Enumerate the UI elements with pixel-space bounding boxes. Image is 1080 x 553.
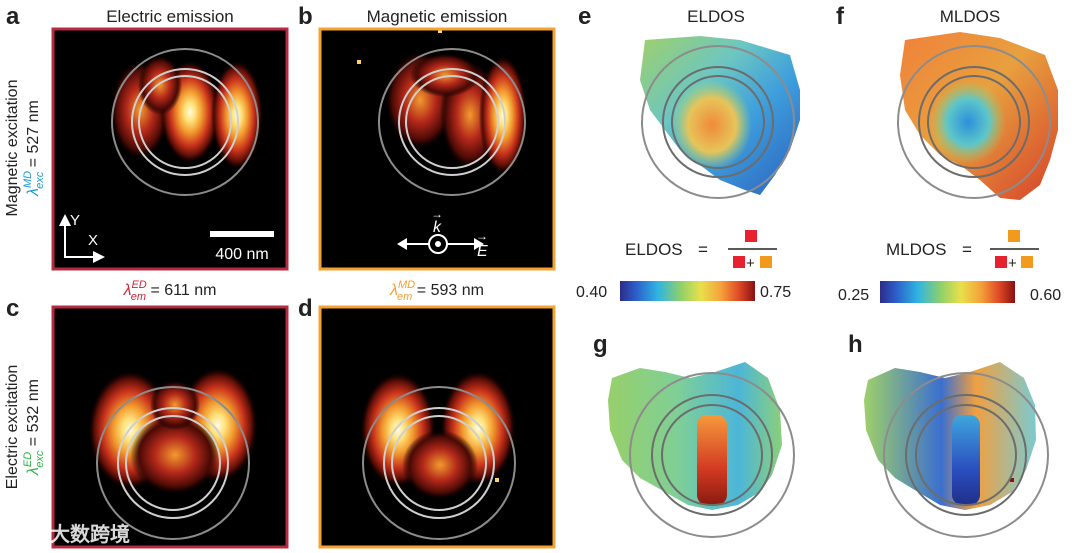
svg-text:λMDexc = 527 nm: λMDexc = 527 nm bbox=[22, 100, 46, 197]
scale-bar bbox=[210, 231, 274, 237]
watermark-text: 大数跨境 bbox=[50, 522, 130, 546]
header-mldos: MLDOS bbox=[940, 7, 1000, 26]
panel-label-a: a bbox=[6, 3, 20, 30]
row-label-magnetic-excitation: Magnetic excitation bbox=[4, 80, 21, 217]
watermark: 大数跨境 bbox=[9, 522, 130, 546]
row-wavelength-magnetic-excitation: λMDexc = 527 nm bbox=[22, 100, 46, 197]
vector-e-arrow: → bbox=[476, 229, 488, 243]
svg-text:Electric excitation: Electric excitation bbox=[4, 365, 21, 490]
frame-ed bbox=[51, 27, 289, 271]
panel-label-d: d bbox=[298, 295, 313, 322]
lambda-ed-exc: λ bbox=[25, 467, 42, 476]
row-label-electric-excitation: Electric excitation bbox=[4, 365, 21, 490]
emission-ed-label: λED em = 611 nm bbox=[123, 279, 217, 303]
emission-md-label: λMD em = 593 nm bbox=[389, 279, 484, 303]
value-532: = 532 nm bbox=[25, 379, 42, 451]
value-527: = 527 nm bbox=[25, 100, 42, 172]
vector-e-label: E bbox=[477, 243, 488, 260]
formula-eldos-plus: + bbox=[746, 255, 755, 272]
svg-text:Magnetic excitation: Magnetic excitation bbox=[4, 80, 21, 217]
formula-eldos-name: ELDOS bbox=[625, 240, 683, 259]
sup-ed: ED bbox=[22, 452, 34, 467]
vector-k-arrow: → bbox=[431, 207, 443, 221]
axis-x-label: X bbox=[88, 232, 98, 249]
scale-bar-label: 400 nm bbox=[215, 246, 268, 263]
lambda-md-exc: λ bbox=[25, 188, 42, 197]
colorbar-eldos-min: 0.40 bbox=[576, 284, 607, 301]
header-eldos: ELDOS bbox=[687, 7, 745, 26]
formula-mldos: MLDOS = + bbox=[886, 230, 1039, 272]
panel-b-image: k → E → bbox=[318, 27, 556, 271]
formula-mldos-plus: + bbox=[1008, 255, 1017, 272]
panel-a-image: Y X 400 nm bbox=[51, 27, 289, 271]
panel-f-map bbox=[897, 32, 1058, 200]
panel-label-g: g bbox=[593, 331, 608, 358]
panel-label-f: f bbox=[836, 3, 845, 30]
colorbar-eldos: 0.40 0.75 bbox=[576, 281, 791, 301]
formula-eldos-eq: = bbox=[698, 240, 708, 259]
colorbar-eldos-max: 0.75 bbox=[760, 284, 791, 301]
colorbar-mldos-max: 0.60 bbox=[1030, 287, 1061, 304]
formula-mldos-name: MLDOS bbox=[886, 240, 946, 259]
panel-d-image bbox=[318, 305, 556, 549]
sub-exc: exc bbox=[34, 450, 46, 468]
panel-label-h: h bbox=[848, 331, 863, 358]
sub-exc: exc bbox=[34, 171, 46, 189]
formula-eldos: ELDOS = + bbox=[625, 230, 777, 272]
formula-mldos-eq: = bbox=[962, 240, 972, 259]
row-wavelength-electric-excitation: λEDexc = 532 nm bbox=[22, 379, 46, 476]
panel-e-map bbox=[640, 36, 800, 199]
header-magnetic-emission: Magnetic emission bbox=[367, 7, 508, 26]
frame-md bbox=[318, 27, 556, 271]
svg-text:λEDexc = 532 nm: λEDexc = 532 nm bbox=[22, 379, 46, 476]
panel-h-map bbox=[864, 362, 1049, 538]
panel-g-map bbox=[608, 362, 795, 538]
colorbar-mldos: 0.25 0.60 bbox=[838, 281, 1061, 304]
axis-y-label: Y bbox=[70, 212, 80, 229]
header-electric-emission: Electric emission bbox=[106, 7, 234, 26]
panel-c-image bbox=[51, 305, 289, 549]
panel-label-c: c bbox=[6, 295, 19, 322]
sup-md: MD bbox=[22, 171, 34, 188]
colorbar-mldos-min: 0.25 bbox=[838, 287, 869, 304]
panel-label-b: b bbox=[298, 3, 313, 30]
vector-k-label: k bbox=[433, 219, 442, 236]
panel-label-e: e bbox=[578, 3, 591, 30]
